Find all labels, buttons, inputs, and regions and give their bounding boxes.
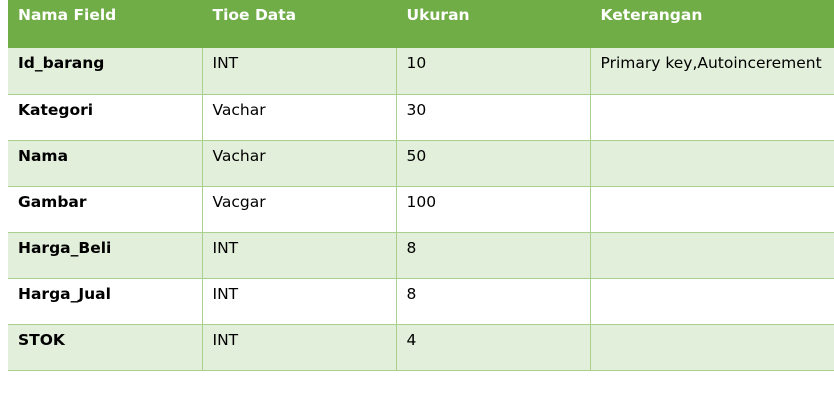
header-data-type: Tioe Data [202, 0, 397, 48]
cell-field-name: Harga_Beli [8, 232, 203, 279]
cell-field-name: STOK [8, 324, 203, 371]
cell-data-type: INT [202, 324, 397, 371]
cell-size: 8 [396, 278, 591, 325]
cell-data-type: Vachar [202, 140, 397, 187]
cell-size: 30 [396, 94, 591, 141]
table-row: Gambar Vacgar 100 [8, 186, 834, 233]
cell-size: 10 [396, 48, 591, 95]
cell-description [590, 324, 834, 371]
cell-size: 50 [396, 140, 591, 187]
cell-field-name: Harga_Jual [8, 278, 203, 325]
cell-size: 100 [396, 186, 591, 233]
cell-data-type: Vachar [202, 94, 397, 141]
cell-description [590, 186, 834, 233]
cell-field-name: Id_barang [8, 48, 203, 95]
table-row: Harga_Jual INT 8 [8, 278, 834, 325]
cell-description [590, 232, 834, 279]
field-structure-table: Nama Field Tioe Data Ukuran Keterangan I… [8, 0, 834, 371]
cell-description: Primary key,Autoincerement [590, 48, 834, 95]
header-size: Ukuran [396, 0, 591, 48]
cell-description [590, 278, 834, 325]
table-row: Nama Vachar 50 [8, 140, 834, 187]
table-body: Id_barang INT 10 Primary key,Autoincerem… [8, 48, 834, 371]
cell-size: 8 [396, 232, 591, 279]
table-row: Harga_Beli INT 8 [8, 232, 834, 279]
header-description: Keterangan [590, 0, 834, 48]
cell-field-name: Kategori [8, 94, 203, 141]
cell-description [590, 94, 834, 141]
cell-data-type: INT [202, 48, 397, 95]
table-header: Nama Field Tioe Data Ukuran Keterangan [8, 0, 834, 48]
cell-data-type: INT [202, 232, 397, 279]
header-row: Nama Field Tioe Data Ukuran Keterangan [8, 0, 834, 48]
cell-description [590, 140, 834, 187]
table-row: Kategori Vachar 30 [8, 94, 834, 141]
header-field-name: Nama Field [8, 0, 203, 48]
cell-field-name: Nama [8, 140, 203, 187]
table-row: Id_barang INT 10 Primary key,Autoincerem… [8, 48, 834, 95]
cell-field-name: Gambar [8, 186, 203, 233]
cell-size: 4 [396, 324, 591, 371]
table-row: STOK INT 4 [8, 324, 834, 371]
cell-data-type: Vacgar [202, 186, 397, 233]
cell-data-type: INT [202, 278, 397, 325]
